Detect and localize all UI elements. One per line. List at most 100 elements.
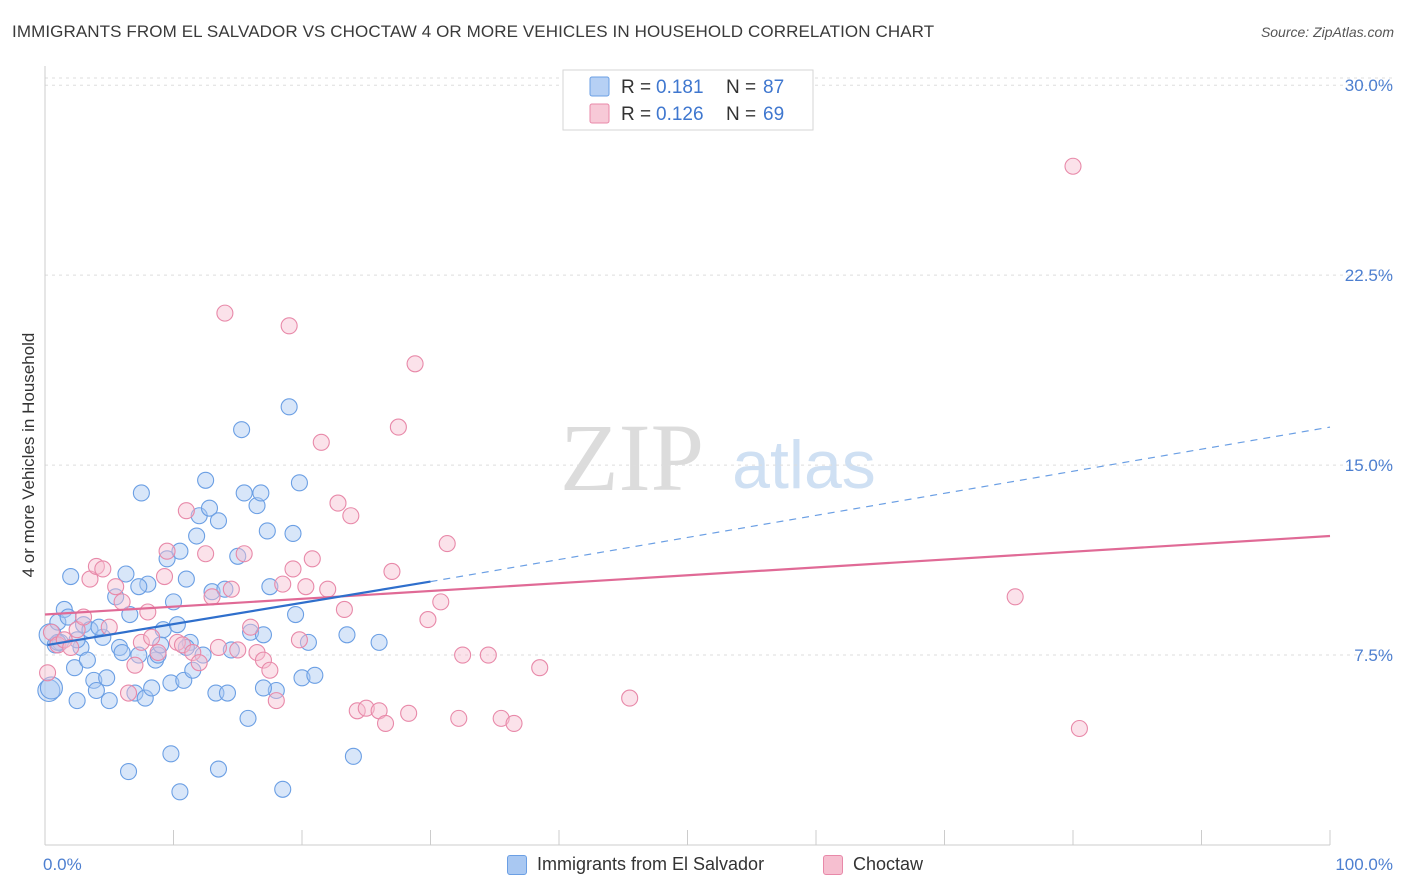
stats-n-label: N = xyxy=(726,104,756,125)
data-point-el-salvador xyxy=(200,499,219,517)
y-tick-label: 30.0% xyxy=(1345,76,1393,95)
data-point-choctaw xyxy=(119,684,138,702)
trendline-el-salvador-extension xyxy=(430,426,1331,583)
data-point-el-salvador xyxy=(267,681,285,700)
data-point-el-salvador xyxy=(188,527,206,545)
data-point-el-salvador xyxy=(117,565,135,583)
data-point-el-salvador xyxy=(239,709,257,727)
data-point-el-salvador xyxy=(209,512,228,530)
data-point-choctaw xyxy=(177,502,195,520)
data-point-el-salvador xyxy=(284,524,302,543)
bottom-legend: Immigrants from El Salvador Choctaw xyxy=(0,850,1406,878)
x-tick-label-max: 100.0% xyxy=(1335,855,1393,874)
data-point-el-salvador xyxy=(132,484,150,502)
data-point-choctaw xyxy=(158,542,176,560)
data-point-choctaw xyxy=(155,567,174,586)
data-point-choctaw xyxy=(222,580,240,598)
data-point-el-salvador xyxy=(90,618,108,636)
data-point-el-salvador xyxy=(85,671,103,689)
data-point-choctaw xyxy=(107,578,125,596)
data-point-el-salvador xyxy=(113,643,131,662)
y-tick-label: 15.0% xyxy=(1345,456,1393,475)
data-point-el-salvador xyxy=(235,484,253,502)
stats-n-value: 69 xyxy=(763,104,784,125)
data-point-choctaw xyxy=(132,633,150,651)
data-point-el-salvador xyxy=(143,679,161,697)
stats-swatch-el-salvador xyxy=(589,76,610,97)
data-point-el-salvador xyxy=(66,659,84,677)
stats-swatch-choctaw xyxy=(589,103,610,124)
data-point-choctaw xyxy=(39,664,57,682)
bottom-legend-item-choctaw[interactable]: Choctaw xyxy=(823,854,923,875)
data-point-choctaw xyxy=(216,304,234,322)
data-point-choctaw xyxy=(383,562,401,581)
data-point-el-salvador xyxy=(171,783,189,801)
data-point-choctaw xyxy=(400,704,418,722)
data-point-choctaw xyxy=(303,550,321,568)
source-label: Source: ZipAtlas.com xyxy=(1260,24,1394,40)
data-point-el-salvador xyxy=(293,669,311,687)
data-point-choctaw xyxy=(621,689,639,707)
data-point-el-salvador xyxy=(287,605,305,624)
data-point-el-salvador xyxy=(274,780,292,798)
data-point-el-salvador xyxy=(252,484,270,502)
stats-r-label: R = xyxy=(621,104,651,125)
data-point-el-salvador xyxy=(306,666,324,684)
data-point-el-salvador xyxy=(126,684,144,702)
data-point-el-salvador xyxy=(344,747,362,765)
data-point-choctaw xyxy=(505,714,523,732)
data-point-choctaw xyxy=(335,600,353,619)
data-point-choctaw xyxy=(267,692,285,710)
data-point-choctaw xyxy=(254,651,273,669)
data-point-el-salvador xyxy=(233,421,251,439)
data-point-choctaw xyxy=(479,646,497,664)
stats-n-label: N = xyxy=(726,77,756,98)
data-point-el-salvador xyxy=(254,626,273,644)
data-point-choctaw xyxy=(342,507,360,525)
data-point-choctaw xyxy=(297,578,315,596)
data-point-el-salvador xyxy=(254,679,273,697)
data-point-el-salvador xyxy=(162,674,180,692)
data-point-choctaw xyxy=(242,618,260,636)
y-axis-label: 4 or more Vehicles in Household xyxy=(19,333,38,578)
watermark-zip: ZIP xyxy=(560,404,704,511)
data-point-el-salvador xyxy=(248,497,266,515)
data-point-el-salvador xyxy=(258,522,276,540)
data-point-choctaw xyxy=(139,603,157,621)
data-point-choctaw xyxy=(1064,157,1082,175)
bottom-legend-item-el-salvador[interactable]: Immigrants from El Salvador xyxy=(507,854,764,875)
data-point-choctaw xyxy=(274,575,292,593)
data-point-choctaw xyxy=(389,418,407,436)
data-point-choctaw xyxy=(209,638,228,657)
data-point-el-salvador xyxy=(242,623,260,641)
trendline-el-salvador xyxy=(47,580,431,647)
data-point-el-salvador xyxy=(130,578,148,596)
chart-title: IMMIGRANTS FROM EL SALVADOR VS CHOCTAW 4… xyxy=(12,22,935,41)
el-salvador-swatch xyxy=(507,854,527,875)
data-point-choctaw xyxy=(149,643,167,662)
data-point-el-salvador xyxy=(207,684,225,702)
data-point-choctaw xyxy=(280,317,298,335)
data-point-choctaw xyxy=(284,560,302,578)
y-tick-label: 22.5% xyxy=(1345,266,1393,285)
data-point-choctaw xyxy=(197,545,215,563)
data-point-choctaw xyxy=(62,638,80,657)
data-point-el-salvador xyxy=(110,638,129,657)
data-point-choctaw xyxy=(312,433,330,451)
data-point-choctaw xyxy=(229,641,247,659)
choctaw-legend-label: Choctaw xyxy=(853,854,924,874)
trendline-choctaw xyxy=(44,534,1331,616)
data-point-choctaw xyxy=(94,560,112,578)
data-point-choctaw xyxy=(190,654,208,672)
data-point-choctaw xyxy=(126,656,144,674)
el-salvador-legend-label: Immigrants from El Salvador xyxy=(537,854,765,874)
data-point-el-salvador xyxy=(100,692,118,710)
data-point-el-salvador xyxy=(162,745,180,763)
data-point-el-salvador xyxy=(177,570,195,588)
data-point-choctaw xyxy=(184,643,202,662)
choctaw-swatch xyxy=(823,854,843,875)
data-point-choctaw xyxy=(319,580,337,598)
data-point-choctaw xyxy=(143,628,161,646)
data-point-el-salvador xyxy=(209,760,228,778)
stats-r-label: R = xyxy=(621,77,651,98)
